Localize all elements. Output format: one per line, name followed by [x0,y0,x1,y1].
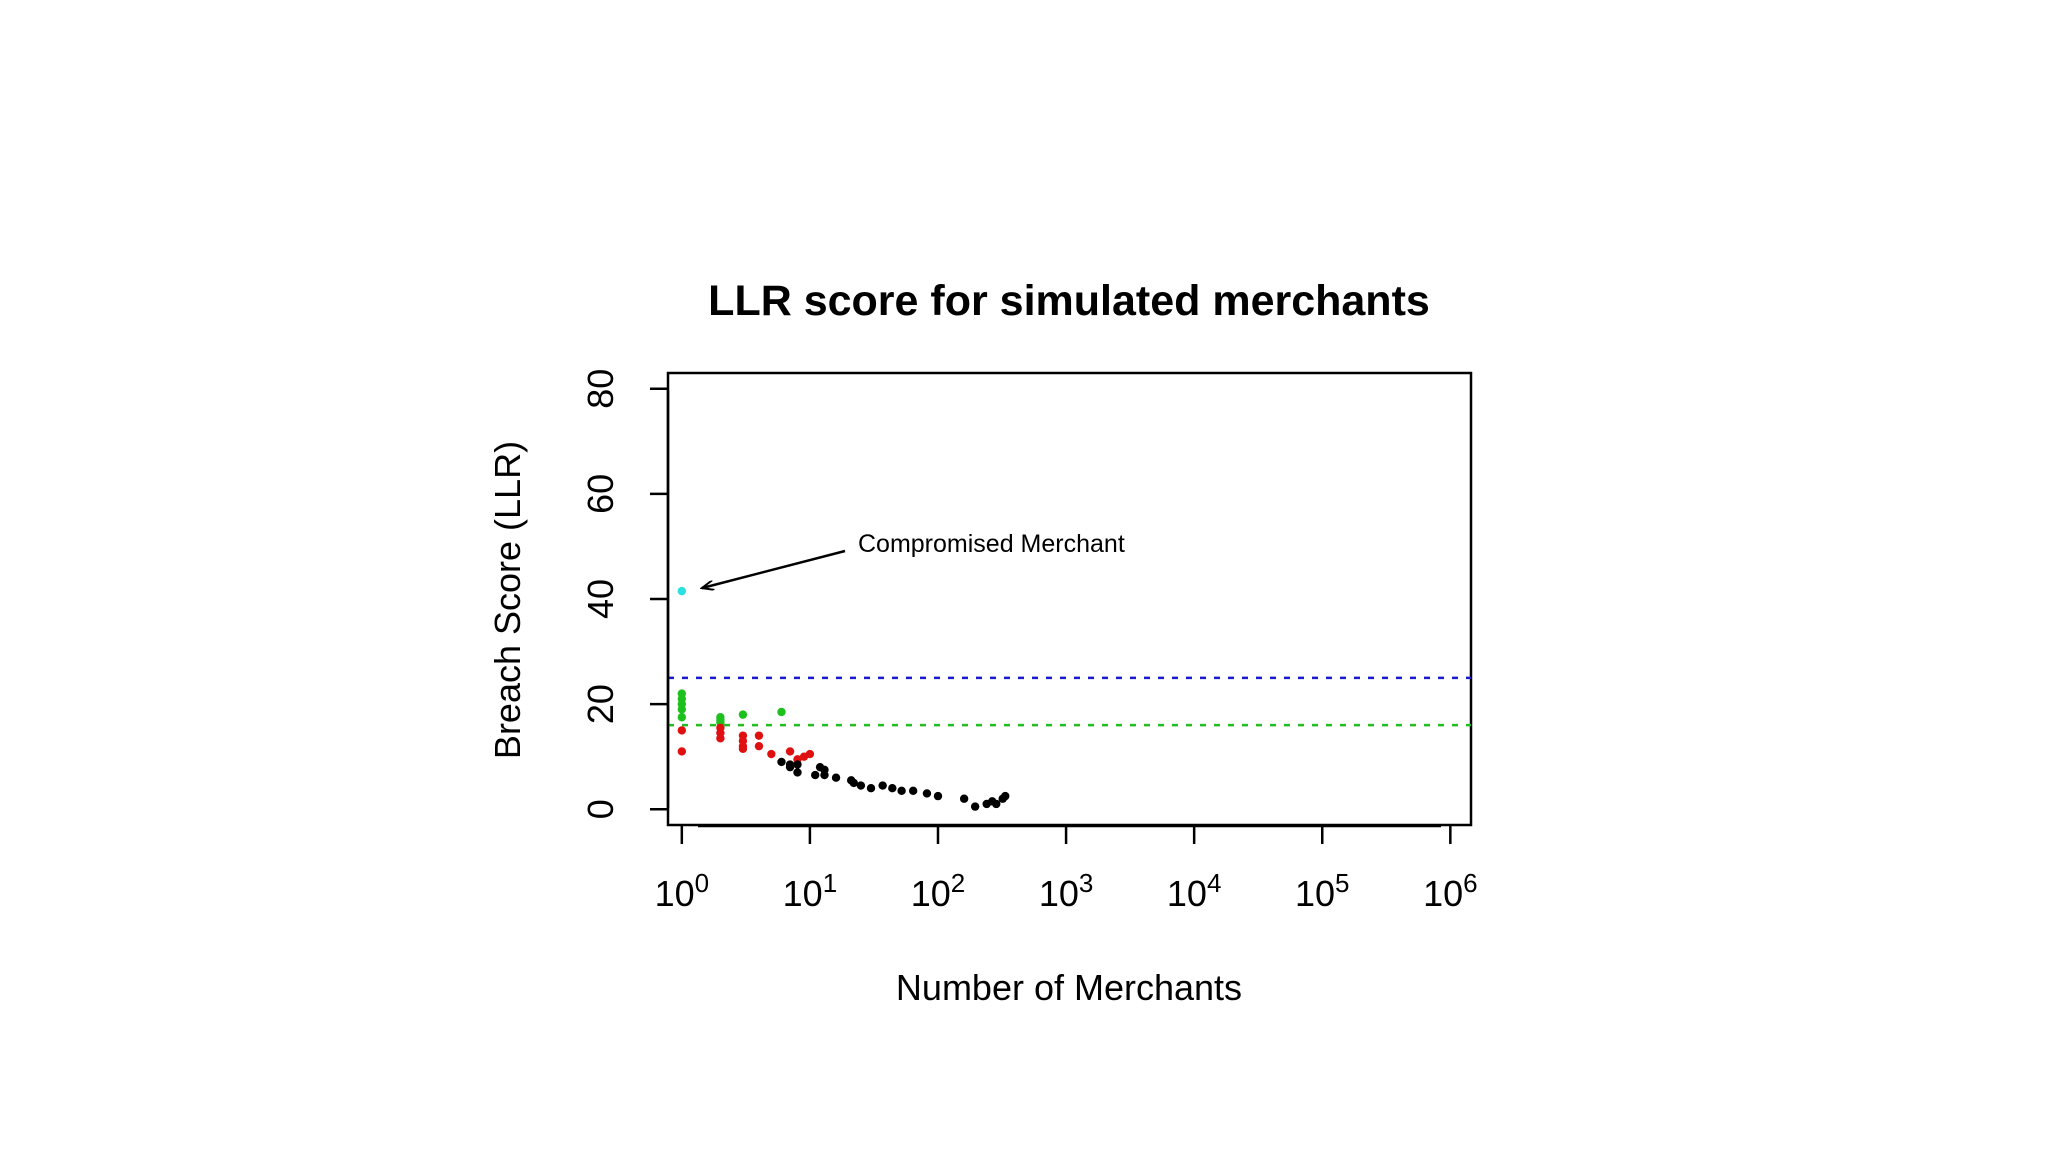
normal-point-24 [992,799,1001,809]
normal-point-20 [959,794,969,803]
compromised-point-0 [677,586,687,596]
y-axis-label: Breach Score (LLR) [487,441,528,759]
x-tick-label-1: 101 [783,868,838,914]
annotation: Compromised Merchant [702,530,1125,588]
data-points [677,586,1010,811]
threshold-lines [668,676,1471,727]
y-tick-label-3: 60 [580,474,621,514]
normal-point-2 [785,762,795,772]
below-threshold-point-1 [677,747,687,756]
normal-point-18 [922,789,932,798]
normal-point-13 [866,784,876,793]
y-axis: 0 20 40 60 80 [580,369,670,819]
normal-point-5 [811,770,820,780]
x-axis: 100 101 102 103 104 105 106 [655,824,1478,914]
normal-point-11 [849,778,858,788]
below-threshold-point-11 [767,749,776,759]
annotation-label: Compromised Merchant [858,530,1125,558]
normal-point-17 [908,786,918,796]
normal-point-4 [793,768,802,777]
above-lower-threshold-point-3 [677,705,687,714]
normal-point-0 [777,757,786,767]
above-lower-threshold-point-8 [738,710,748,719]
below-threshold-point-8 [738,744,748,753]
normal-point-14 [878,781,887,790]
x-axis-label: Number of Merchants [896,967,1242,1008]
below-threshold-point-0 [677,726,687,735]
normal-point-3 [793,760,802,769]
normal-point-26 [1001,791,1010,801]
x-tick-label-5: 105 [1295,868,1350,914]
y-tick-label-1: 20 [580,684,621,724]
x-tick-label-6: 106 [1423,868,1478,914]
x-tick-label-2: 102 [911,868,966,914]
normal-point-15 [888,784,897,793]
below-threshold-point-4 [716,734,725,743]
normal-point-9 [831,773,841,782]
y-tick-label-4: 80 [580,369,621,409]
y-tick-label-0: 0 [580,799,621,819]
x-tick-label-4: 104 [1167,868,1222,914]
y-tick-label-2: 40 [580,579,621,619]
normal-point-8 [820,770,829,780]
normal-point-19 [933,791,943,801]
below-threshold-point-10 [754,741,764,751]
x-tick-label-0: 100 [655,868,710,914]
annotation-arrow [702,549,846,588]
above-lower-threshold-point-4 [677,713,687,722]
normal-point-21 [970,802,980,811]
normal-point-16 [897,786,906,796]
below-threshold-point-15 [805,749,815,759]
below-threshold-point-9 [754,731,764,740]
normal-point-12 [856,781,866,790]
plot-area-frame [666,371,1473,827]
below-threshold-point-12 [785,747,795,756]
x-tick-label-3: 103 [1039,868,1094,914]
above-lower-threshold-point-9 [777,707,786,717]
chart-title: LLR score for simulated merchants [708,277,1430,325]
